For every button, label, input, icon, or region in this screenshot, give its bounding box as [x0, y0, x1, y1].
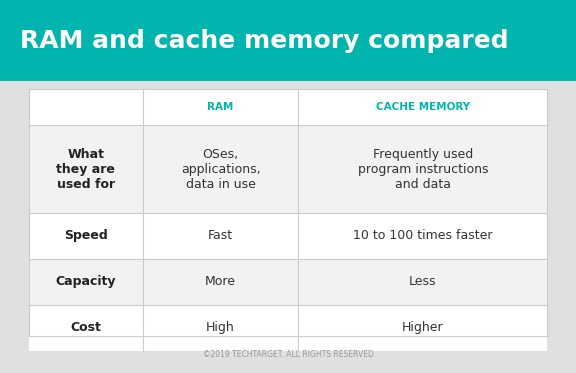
Text: Speed: Speed [64, 229, 108, 242]
Bar [29, 213, 547, 259]
Text: RAM: RAM [207, 102, 234, 112]
Text: 10 to 100 times faster: 10 to 100 times faster [353, 229, 492, 242]
Bar [29, 89, 547, 336]
Text: Frequently used
program instructions
and data: Frequently used program instructions and… [358, 148, 488, 191]
Bar [29, 125, 547, 213]
Text: Cost: Cost [70, 321, 101, 334]
Text: Capacity: Capacity [55, 275, 116, 288]
Bar [29, 305, 547, 351]
Text: Fast: Fast [208, 229, 233, 242]
Text: High: High [206, 321, 235, 334]
Text: What
they are
used for: What they are used for [56, 148, 115, 191]
Text: ©2019 TECHTARGET. ALL RIGHTS RESERVED: ©2019 TECHTARGET. ALL RIGHTS RESERVED [203, 350, 373, 359]
Bar [0, 0, 576, 81]
Bar [29, 89, 547, 336]
Text: CACHE MEMORY: CACHE MEMORY [376, 102, 470, 112]
Text: More: More [205, 275, 236, 288]
Bar [29, 259, 547, 305]
Text: RAM and cache memory compared: RAM and cache memory compared [20, 29, 509, 53]
Text: OSes,
applications,
data in use: OSes, applications, data in use [181, 148, 260, 191]
Text: Less: Less [409, 275, 437, 288]
Text: Higher: Higher [402, 321, 444, 334]
